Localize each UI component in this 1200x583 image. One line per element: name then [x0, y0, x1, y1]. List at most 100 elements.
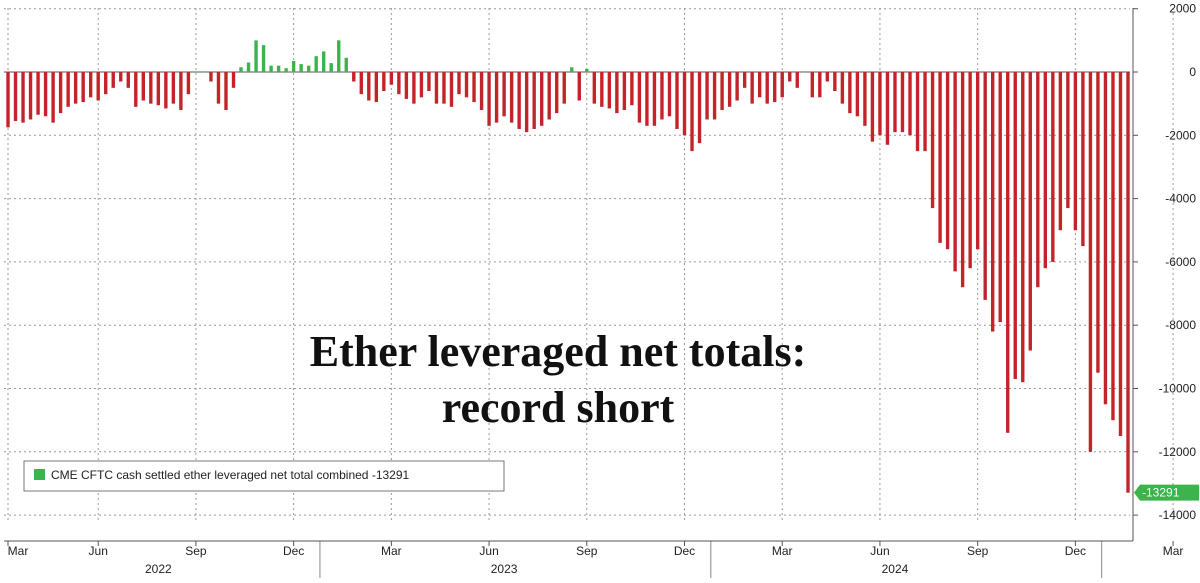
bar	[179, 72, 183, 110]
bar	[960, 72, 965, 288]
bar	[374, 72, 379, 103]
bar	[705, 72, 709, 120]
bar	[1118, 72, 1123, 436]
x-tick-label: Mar	[1163, 544, 1184, 558]
bar	[149, 72, 153, 104]
bar	[577, 72, 581, 101]
bar	[600, 72, 604, 107]
bar	[840, 72, 845, 104]
bar	[825, 72, 830, 82]
x-tick-label: Dec	[283, 544, 304, 558]
bar	[397, 72, 401, 95]
bar	[517, 72, 521, 129]
bar	[592, 72, 596, 104]
bar	[833, 72, 837, 91]
bar	[585, 68, 589, 72]
bar	[194, 71, 198, 72]
bar	[81, 72, 85, 103]
bar	[28, 72, 33, 120]
bar	[1058, 72, 1063, 231]
bar	[404, 72, 409, 99]
bar	[36, 72, 40, 115]
bar	[337, 40, 341, 72]
x-tick-label: Mar	[8, 544, 29, 558]
year-separators	[319, 541, 1103, 578]
bar	[66, 72, 70, 107]
bar	[1006, 72, 1010, 433]
bar	[299, 64, 303, 72]
bar	[855, 72, 860, 117]
bar	[119, 72, 123, 82]
bar	[1096, 72, 1100, 373]
bar	[156, 72, 161, 106]
bar	[1103, 72, 1108, 405]
bar	[306, 65, 311, 72]
bar	[870, 72, 875, 142]
chart-subtitle: record short	[442, 383, 675, 432]
bar	[134, 72, 138, 107]
bar	[1028, 72, 1032, 351]
bars	[6, 40, 1130, 493]
bar	[803, 72, 807, 73]
bar	[73, 72, 78, 104]
bar	[547, 72, 551, 120]
legend-box	[23, 460, 505, 492]
bar	[1013, 72, 1017, 380]
bar	[457, 72, 461, 95]
y-tick-label: -12000	[1159, 445, 1197, 459]
bar	[652, 72, 657, 126]
bar	[863, 72, 867, 126]
bar	[13, 72, 18, 122]
bar	[682, 72, 687, 136]
last-value-marker	[1134, 484, 1199, 501]
bar	[878, 72, 882, 136]
bar	[1081, 72, 1085, 247]
bar	[1021, 72, 1025, 383]
bar	[915, 72, 920, 152]
bar	[412, 72, 416, 104]
bar	[780, 72, 784, 98]
bar	[186, 72, 191, 95]
bar	[667, 72, 672, 117]
bar	[1111, 72, 1115, 421]
bar	[637, 72, 642, 123]
y-axis: 2000 0 -2000 -4000 -6000 -8000 -10000 -12000 -14…	[1132, 2, 1197, 541]
bar	[773, 72, 777, 103]
bar	[945, 72, 950, 250]
x-tick-label: Sep	[576, 544, 598, 558]
bar	[201, 72, 206, 73]
x-tick-label: Mar	[772, 544, 793, 558]
bar	[720, 72, 724, 110]
y-tick-label: -4000	[1165, 192, 1196, 206]
bar	[615, 72, 619, 114]
bar	[953, 72, 957, 272]
bar	[968, 72, 972, 269]
bar	[765, 72, 769, 104]
x-tick-label: Mar	[381, 544, 402, 558]
bar	[239, 67, 243, 72]
bar	[645, 72, 649, 126]
bar	[555, 72, 559, 114]
x-tick-label: Dec	[674, 544, 695, 558]
bar	[540, 72, 544, 126]
bar	[269, 65, 273, 72]
x-axis: MarJunSepDecMarJunSepDecMarJunSepDecMarJ…	[4, 540, 1184, 576]
bar	[757, 72, 762, 98]
bar	[96, 72, 100, 101]
chart-title: Ether leveraged net totals:	[310, 327, 807, 376]
bar	[1066, 72, 1070, 209]
bar	[314, 56, 318, 72]
bar	[570, 67, 574, 72]
bar	[479, 72, 484, 110]
bar	[750, 72, 754, 104]
bar	[509, 72, 514, 123]
bar	[675, 72, 679, 129]
legend: CME CFTC cash settled ether leveraged ne…	[23, 460, 505, 492]
bar	[291, 60, 296, 72]
bar	[43, 72, 48, 117]
bar	[464, 72, 469, 98]
x-tick-label: Jun	[89, 544, 108, 558]
bar	[51, 72, 55, 123]
